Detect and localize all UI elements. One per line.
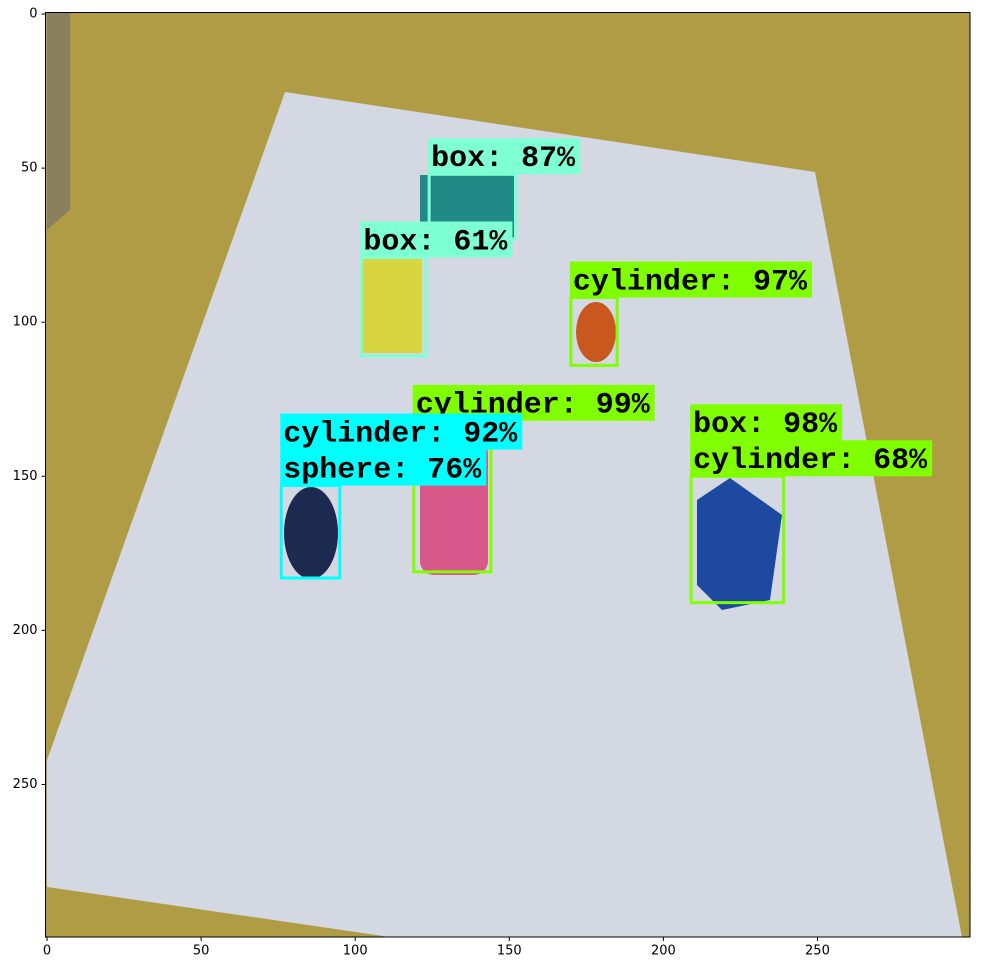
y-tick-label: 250 — [13, 777, 38, 792]
x-tick-label: 200 — [651, 944, 676, 959]
label-background — [428, 138, 581, 175]
detection-label: cylinder: 97% — [573, 265, 808, 299]
x-tick-label: 50 — [193, 944, 210, 959]
y-tick-label: 0 — [29, 7, 37, 22]
x-tick-label: 150 — [497, 944, 522, 959]
y-tick-label: 200 — [13, 623, 38, 638]
detection-label: box: 87% — [431, 142, 576, 176]
label-background — [569, 261, 812, 298]
y-tick-label: 50 — [21, 161, 38, 176]
orange-cylinder — [576, 302, 616, 362]
yellow-box — [362, 258, 422, 353]
wall — [47, 12, 70, 230]
overlay: box: 87% box: 61% cylinder: 97% cylinder: 9… — [279, 138, 933, 605]
x-tick-label: 250 — [805, 944, 830, 959]
blue-box — [697, 478, 782, 610]
detection-label: cylinder: 68% — [693, 444, 928, 478]
label-background — [360, 221, 513, 258]
detection-label: box: 98% — [693, 408, 838, 442]
dark-sphere — [284, 487, 338, 579]
paper — [47, 92, 962, 937]
label-background — [690, 440, 933, 477]
label-background — [690, 404, 843, 441]
label-background — [280, 449, 487, 486]
x-tick-label: 0 — [43, 944, 51, 959]
detection-label: cylinder: 92% — [283, 417, 518, 451]
y-tick-label: 100 — [13, 315, 38, 330]
x-tick-label: 100 — [343, 944, 368, 959]
y-tick-label: 150 — [13, 469, 38, 484]
detection-label: box: 61% — [363, 225, 508, 259]
label-background — [280, 413, 523, 450]
axes-frame — [45, 12, 971, 938]
detection-label: sphere: 76% — [283, 453, 482, 487]
